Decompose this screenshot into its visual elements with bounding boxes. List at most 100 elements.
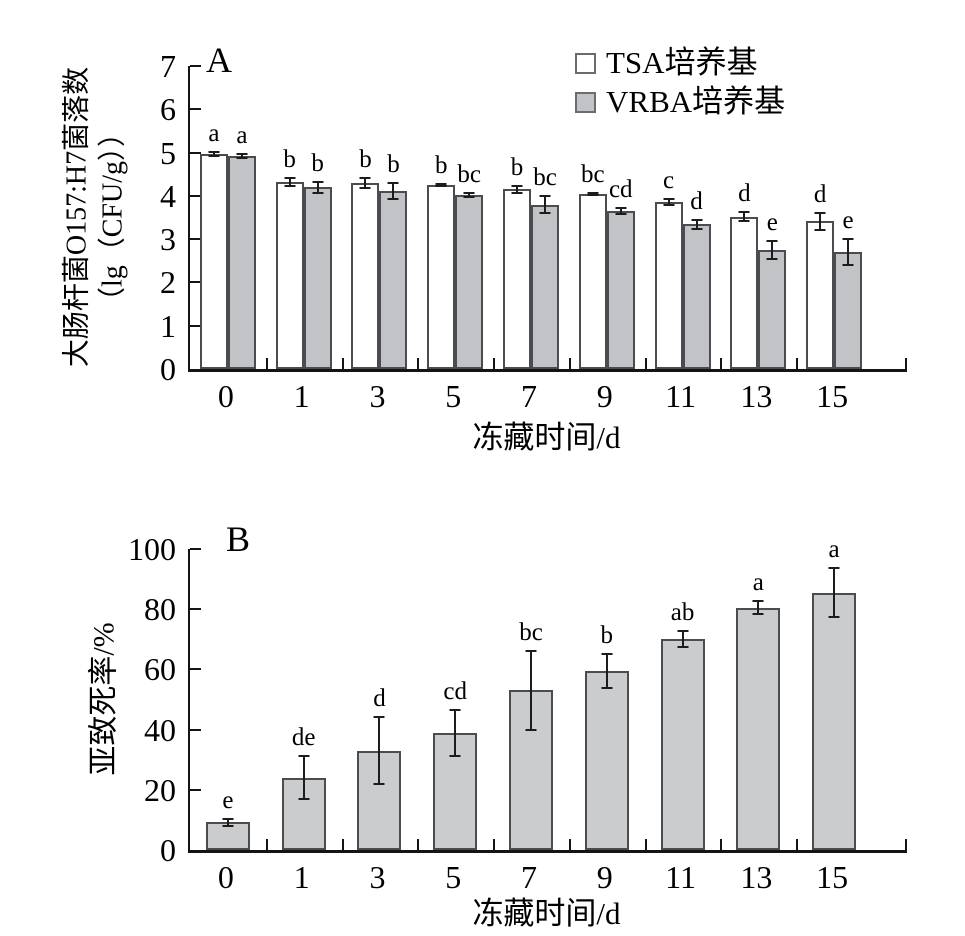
x-axis-tick [569,839,571,850]
sig-letter: e [842,206,854,234]
chart-b-x-tick-labels: 0 1 3 5 7 9 11 13 15 [188,859,905,902]
x-axis-tick [796,839,798,850]
error-bar [757,600,760,616]
error-bar [516,185,518,194]
bar-tsa [578,193,607,369]
y-tick-label: 0 [160,832,176,868]
sig-letter: d [813,180,827,208]
x-axis-tick [720,839,722,850]
error-bar [605,652,608,689]
y-axis-tick [190,151,201,154]
bar-vrba [682,224,711,369]
error-bar [392,182,395,200]
legend-item-vrba: VRBA培养基 [575,84,785,119]
x-axis-tick [493,839,495,850]
sig-letter: b [311,149,324,177]
sig-letter: d [690,188,703,216]
x-axis-tick [417,358,419,369]
sig-letter: b [283,145,296,173]
x-tick-label: 1 [293,378,310,414]
y-axis-tick [190,608,201,611]
x-tick-label: 3 [369,378,386,414]
x-axis-tick [645,358,647,369]
y-tick-label: 6 [160,91,176,128]
error-bar [619,206,622,216]
sig-letter: b [510,154,524,182]
bar-tsa [654,201,683,369]
error-bar [288,176,291,188]
sig-letter: b [600,621,614,649]
x-tick-label: 0 [217,859,234,895]
x-tick-label: 13 [740,859,773,895]
legend-swatch-tsa [575,52,596,74]
sig-letter: c [662,166,675,194]
y-axis-tick [190,668,201,671]
error-bar [226,817,229,827]
x-axis-tick [417,839,419,850]
bar-vrba [455,195,484,369]
legend-label-tsa: TSA培养基 [606,45,758,80]
y-tick-label: 5 [160,134,176,171]
y-tick-label: 2 [160,264,176,301]
error-bar [454,708,457,757]
chart-b-y-tick-labels: 0 20 40 60 80 100 [108,533,176,866]
y-axis-tick [190,548,201,550]
sig-letter: a [828,536,840,564]
chart-a-y-tick-labels: 0 1 2 3 4 5 6 7 [118,50,176,385]
error-bar [240,153,243,159]
y-axis-tick [190,324,201,327]
y-axis-tick [190,788,201,791]
chart-a-x-axis-title: 冻藏时间/d [472,420,621,455]
bar-tsa [199,153,228,369]
y-tick-label: 0 [160,351,176,387]
sig-letter: b [387,151,400,179]
error-bar [316,180,319,194]
y-axis-tick [190,728,201,731]
legend-item-tsa: TSA培养基 [575,45,785,80]
bar-vrba [606,211,635,369]
error-bar [440,183,443,187]
x-tick-label: 11 [665,859,696,895]
sig-letter: a [752,569,764,597]
legend-swatch-vrba [575,91,596,113]
x-axis-tick [645,839,647,850]
x-tick-label: 7 [521,859,537,895]
chart-a-legend: TSA培养基 VRBA培养基 [575,45,785,119]
x-tick-label: 11 [665,378,696,414]
sig-letter: cd [608,175,633,203]
error-bar [681,630,684,649]
bar-tsa [730,216,759,369]
x-tick-label: 15 [816,378,849,414]
error-bar [468,191,471,199]
bar-tsa [503,189,531,369]
bar-vrba [379,191,408,369]
chart-a-panel-label: A [206,40,232,80]
x-axis-tick [266,358,268,369]
y-tick-label: 80 [144,591,176,628]
error-bar [364,177,367,189]
bar-vrba [758,249,787,369]
x-tick-label: 3 [369,859,386,895]
error-bar [591,191,594,196]
x-tick-label: 13 [740,378,773,414]
x-axis-tick [342,358,344,369]
x-axis-end-tick [905,358,907,369]
bar-sublethal [584,670,629,850]
bar-sublethal [205,822,250,850]
sig-letter: bc [533,164,557,191]
bar-vrba [303,187,332,369]
sig-letter: e [222,786,234,814]
x-tick-label: 15 [816,859,849,895]
error-bar [667,197,670,207]
error-bar [819,211,822,231]
x-tick-label: 5 [445,378,462,414]
chart-a-y-axis-title-line1: 大肠杆菌O157:H7菌落数 [61,66,93,368]
chart-b-x-axis-title: 冻藏时间/d [472,896,621,931]
y-tick-label: 60 [144,651,176,688]
sig-letter: bc [580,160,605,188]
error-bar [530,649,532,732]
sig-letter: de [291,724,316,752]
chart-a-plot-area: a b b b b bc c d d a b b bc bc cd d e e [188,65,907,372]
y-tick-label: 3 [160,221,176,258]
error-bar [212,150,215,157]
